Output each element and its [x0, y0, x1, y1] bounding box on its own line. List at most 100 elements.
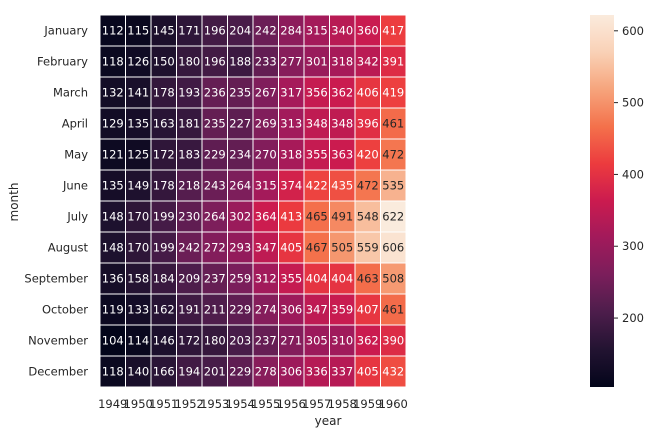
heatmap-cell [201, 76, 228, 109]
colorbar [590, 15, 614, 387]
cell-value-label: 243 [204, 179, 226, 193]
y-tick-label: November [28, 334, 88, 348]
cell-value-label: 149 [127, 179, 149, 193]
cell-value-label: 163 [153, 117, 175, 131]
heatmap-cell [380, 355, 407, 388]
cell-value-label: 317 [280, 86, 302, 100]
cell-value-label: 114 [127, 334, 149, 348]
cell-value-label: 229 [229, 303, 251, 317]
cell-value-label: 404 [331, 272, 353, 286]
heatmap-cell [227, 324, 254, 357]
heatmap-cell [99, 14, 126, 47]
heatmap-cell [99, 138, 126, 171]
heatmap-cell [278, 293, 305, 326]
cell-value-label: 235 [229, 86, 251, 100]
heatmap-cell [354, 355, 381, 388]
heatmap-cell [176, 293, 203, 326]
heatmap-cell [303, 324, 330, 357]
heatmap-cell [227, 14, 254, 47]
heatmap-cell [252, 200, 279, 233]
cell-value-label: 199 [153, 210, 175, 224]
x-tick-label: 1959 [353, 397, 382, 411]
x-tick-label: 1956 [277, 397, 306, 411]
cell-value-label: 548 [357, 210, 379, 224]
heatmap-cell [125, 293, 152, 326]
cell-value-label: 362 [331, 86, 353, 100]
cell-value-label: 118 [102, 55, 124, 69]
cell-value-label: 133 [127, 303, 149, 317]
cell-value-label: 188 [229, 55, 251, 69]
cell-value-label: 472 [382, 148, 404, 162]
heatmap-cell [176, 169, 203, 202]
cell-value-label: 209 [178, 272, 200, 286]
x-tick-label: 1949 [98, 397, 127, 411]
cell-value-label: 347 [306, 303, 328, 317]
cell-value-label: 181 [178, 117, 200, 131]
colorbar-tick-label: 200 [622, 311, 644, 325]
cell-value-label: 125 [127, 148, 149, 162]
cell-value-label: 136 [102, 272, 124, 286]
cell-value-label: 505 [331, 241, 353, 255]
cell-value-label: 272 [204, 241, 226, 255]
y-tick-label: December [28, 365, 88, 379]
y-tick-label: January [43, 24, 88, 38]
heatmap-cell [380, 169, 407, 202]
heatmap-cell [329, 107, 356, 140]
heatmap-cell [278, 324, 305, 357]
cell-value-label: 191 [178, 303, 200, 317]
x-tick-label: 1957 [302, 397, 331, 411]
heatmap-cell [380, 231, 407, 264]
cell-value-label: 310 [331, 334, 353, 348]
cell-value-label: 306 [280, 303, 302, 317]
cell-value-label: 406 [357, 86, 379, 100]
heatmap-cell [278, 45, 305, 78]
cell-value-label: 472 [357, 179, 379, 193]
x-tick-label: 1952 [175, 397, 204, 411]
cell-value-label: 355 [306, 148, 328, 162]
heatmap-cell [99, 169, 126, 202]
heatmap-cell [252, 293, 279, 326]
heatmap-cell [227, 355, 254, 388]
cell-value-label: 360 [357, 24, 379, 38]
colorbar-tick-label: 600 [622, 24, 644, 38]
heatmap-cell [125, 324, 152, 357]
cell-value-label: 432 [382, 365, 404, 379]
x-tick-label: 1958 [328, 397, 357, 411]
cell-value-label: 284 [280, 24, 302, 38]
cell-value-label: 162 [153, 303, 175, 317]
cell-value-label: 146 [153, 334, 175, 348]
heatmap-cell [252, 231, 279, 264]
heatmap-cell [380, 76, 407, 109]
cell-value-label: 622 [382, 210, 404, 224]
cell-value-label: 559 [357, 241, 379, 255]
cell-value-label: 170 [127, 241, 149, 255]
cell-value-label: 461 [382, 303, 404, 317]
cell-value-label: 234 [229, 148, 251, 162]
cell-value-label: 404 [306, 272, 328, 286]
heatmap-cell [201, 355, 228, 388]
heatmap-cell [380, 324, 407, 357]
cell-value-label: 112 [102, 24, 124, 38]
cell-value-label: 405 [357, 365, 379, 379]
heatmap-cell [329, 355, 356, 388]
cell-value-label: 180 [178, 55, 200, 69]
cell-value-label: 230 [178, 210, 200, 224]
heatmap-cell [354, 324, 381, 357]
y-axis-label: month [7, 183, 21, 222]
cell-value-label: 413 [280, 210, 302, 224]
heatmap-cell [125, 262, 152, 295]
cell-value-label: 359 [331, 303, 353, 317]
x-tick-label: 1951 [149, 397, 178, 411]
heatmap-cell [227, 169, 254, 202]
cell-value-label: 132 [102, 86, 124, 100]
cell-value-label: 267 [255, 86, 277, 100]
cell-value-label: 336 [306, 365, 328, 379]
heatmap-cell [150, 76, 177, 109]
x-tick-label: 1950 [124, 397, 153, 411]
heatmap-cell [125, 355, 152, 388]
cell-value-label: 201 [204, 365, 226, 379]
cell-value-label: 535 [382, 179, 404, 193]
y-tick-label: September [24, 272, 88, 286]
cell-value-label: 348 [306, 117, 328, 131]
